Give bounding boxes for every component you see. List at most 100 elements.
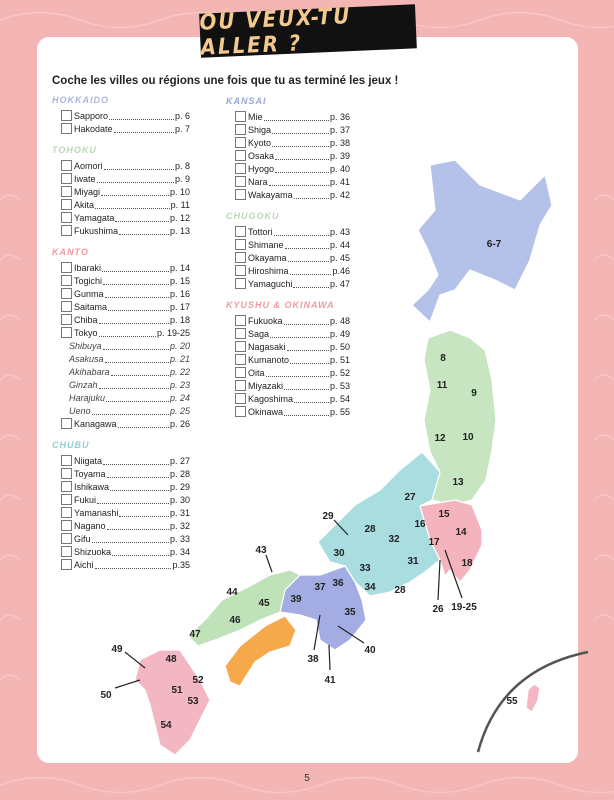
checkbox[interactable] xyxy=(61,123,72,134)
dot-leader xyxy=(273,228,329,236)
item-name: Sapporo xyxy=(74,110,109,121)
map-label: 33 xyxy=(359,563,371,574)
map-label: 13 xyxy=(452,477,464,488)
region-tohoku xyxy=(423,329,497,506)
checkbox[interactable] xyxy=(61,288,72,299)
region-chugoku xyxy=(187,569,301,647)
item-name: Kumanoto xyxy=(248,354,290,365)
checkbox[interactable] xyxy=(235,176,246,187)
checkbox[interactable] xyxy=(235,150,246,161)
checkbox[interactable] xyxy=(235,367,246,378)
checkbox[interactable] xyxy=(235,137,246,148)
checkbox[interactable] xyxy=(235,341,246,352)
checkbox[interactable] xyxy=(61,275,72,286)
checkbox[interactable] xyxy=(61,507,72,518)
map-label: 8 xyxy=(440,353,446,364)
list-item: Aomori p. 8 xyxy=(61,159,190,172)
item-page: p. 38 xyxy=(329,137,350,148)
checkbox[interactable] xyxy=(61,212,72,223)
item-name: Nara xyxy=(248,176,268,187)
item-name: Aichi xyxy=(74,559,94,570)
checkbox[interactable] xyxy=(61,314,72,325)
list-item: Tokyo p. 19-25 xyxy=(61,326,190,339)
checkbox[interactable] xyxy=(61,173,72,184)
dot-leader xyxy=(106,470,169,478)
checkbox[interactable] xyxy=(235,252,246,263)
list-item: Nara p. 41 xyxy=(235,175,350,188)
checkbox[interactable] xyxy=(235,189,246,200)
dot-leader xyxy=(119,227,169,235)
list-item: Nagasaki p. 50 xyxy=(235,340,350,353)
item-name: Mie xyxy=(248,111,263,122)
checkbox[interactable] xyxy=(61,418,72,429)
checkbox[interactable] xyxy=(61,520,72,531)
item-name: Ueno xyxy=(69,405,91,416)
checkbox[interactable] xyxy=(235,380,246,391)
checkbox[interactable] xyxy=(61,160,72,171)
checkbox[interactable] xyxy=(235,315,246,326)
list-item: Toyama p. 28 xyxy=(61,467,190,480)
checkbox[interactable] xyxy=(235,226,246,237)
dot-leader xyxy=(106,522,169,530)
checkbox[interactable] xyxy=(235,265,246,276)
map-label: 6-7 xyxy=(487,239,502,250)
list-item: Yamaguchi p. 47 xyxy=(235,277,350,290)
checkbox[interactable] xyxy=(61,559,72,570)
dot-leader xyxy=(268,178,329,186)
checkbox[interactable] xyxy=(61,494,72,505)
checkbox[interactable] xyxy=(61,186,72,197)
item-name: Okinawa xyxy=(248,406,284,417)
list-item: Akita p. 11 xyxy=(61,198,190,211)
checkbox[interactable] xyxy=(235,163,246,174)
checkbox[interactable] xyxy=(61,225,72,236)
checkbox[interactable] xyxy=(235,124,246,135)
list-item: Wakayama p. 42 xyxy=(235,188,350,201)
dot-leader xyxy=(115,214,169,222)
checkbox[interactable] xyxy=(61,481,72,492)
checkbox[interactable] xyxy=(61,110,72,121)
checkbox[interactable] xyxy=(235,239,246,250)
dot-leader xyxy=(113,125,174,133)
checkbox[interactable] xyxy=(61,533,72,544)
checkbox[interactable] xyxy=(61,262,72,273)
list-item: Sapporo p. 6 xyxy=(61,109,190,122)
dot-leader xyxy=(284,241,329,249)
item-page: p.35 xyxy=(172,559,190,570)
checkbox[interactable] xyxy=(235,278,246,289)
item-page: p. 32 xyxy=(169,520,190,531)
checklist-column-right: KANSAI Mie p. 36 Shiga p. 37 Kyoto p. 38 Osaka p… xyxy=(224,96,350,428)
dot-leader xyxy=(110,368,169,376)
checkbox[interactable] xyxy=(235,406,246,417)
checkbox[interactable] xyxy=(235,354,246,365)
item-name: Fukushima xyxy=(74,225,119,236)
checkbox[interactable] xyxy=(61,301,72,312)
list-item: Ibaraki p. 14 xyxy=(61,261,190,274)
dot-leader xyxy=(96,175,174,183)
item-name: Niigata xyxy=(74,455,103,466)
item-page: p. 27 xyxy=(169,455,190,466)
map-label: 9 xyxy=(471,388,477,399)
dot-leader xyxy=(294,395,329,403)
okinawa-separator xyxy=(476,650,589,753)
list-item: Fukui p. 30 xyxy=(61,493,190,506)
item-name: Fukuoka xyxy=(248,315,283,326)
list-item: Shiga p. 37 xyxy=(235,123,350,136)
item-name: Aomori xyxy=(74,160,103,171)
item-page: p. 23 xyxy=(169,379,190,390)
checkbox[interactable] xyxy=(235,393,246,404)
checkbox[interactable] xyxy=(235,328,246,339)
map-label: 27 xyxy=(404,492,416,503)
item-page: p. 41 xyxy=(329,176,350,187)
sub-list-item: Akihabara p. 22 xyxy=(69,365,190,378)
checkbox[interactable] xyxy=(61,327,72,338)
checkbox[interactable] xyxy=(61,199,72,210)
checkbox[interactable] xyxy=(61,455,72,466)
list-item: Fukushima p. 13 xyxy=(61,224,190,237)
instruction-text: Coche les villes ou régions une fois que… xyxy=(52,75,399,87)
item-page: p. 36 xyxy=(329,111,350,122)
list-item: Hyogo p. 40 xyxy=(235,162,350,175)
checkbox[interactable] xyxy=(61,546,72,557)
checkbox[interactable] xyxy=(235,111,246,122)
item-name: Ginzah xyxy=(69,379,98,390)
checkbox[interactable] xyxy=(61,468,72,479)
